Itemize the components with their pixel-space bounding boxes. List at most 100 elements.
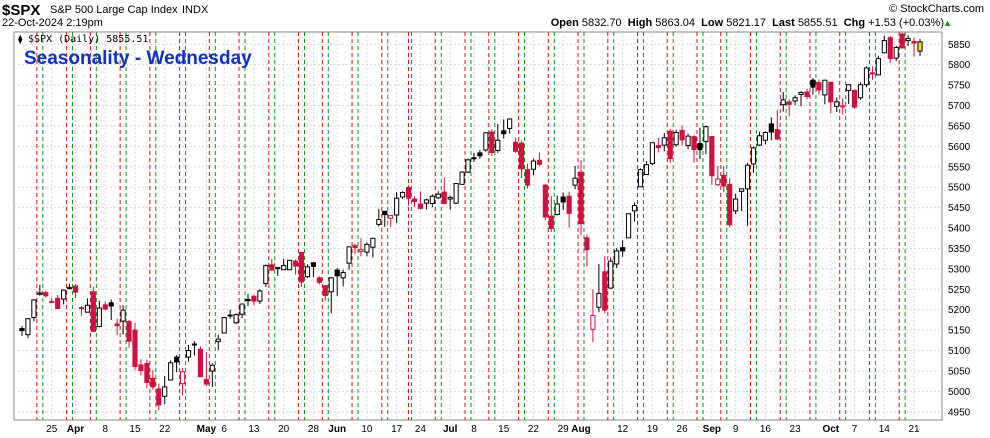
candle: [840, 98, 846, 115]
candle: [911, 37, 917, 57]
candle-body: [614, 250, 620, 265]
candle: [750, 146, 757, 173]
y-tick-label: 5450: [948, 203, 971, 214]
x-tick-label: 25: [46, 424, 58, 435]
candle-body: [25, 318, 31, 336]
candle-body: [727, 183, 733, 226]
candle-body: [257, 290, 263, 302]
candle-body: [310, 262, 316, 267]
candle-body: [72, 285, 79, 293]
candle-body: [37, 292, 43, 295]
candle-body: [287, 259, 293, 271]
candle: [774, 109, 780, 141]
candle: [810, 78, 816, 95]
candle-body: [197, 348, 203, 378]
candle: [292, 259, 299, 275]
candle: [156, 383, 162, 411]
candle-body: [869, 72, 876, 75]
candle-body: [863, 67, 870, 86]
candle: [733, 193, 739, 215]
candle: [441, 177, 447, 205]
x-tick-label: 16: [760, 424, 772, 435]
x-tick-label: 19: [647, 424, 659, 435]
candle: [846, 83, 852, 104]
y-tick-label: 5750: [948, 81, 971, 92]
candle-body: [132, 329, 138, 367]
candle: [744, 162, 751, 226]
x-tick-label: 24: [415, 424, 427, 435]
candle: [352, 243, 358, 255]
candle-body: [852, 89, 858, 108]
candle-body: [376, 218, 382, 225]
x-tick-label: 15: [129, 424, 141, 435]
candle: [400, 191, 406, 200]
x-tick-label: Sep: [703, 424, 721, 435]
x-tick-label: May: [197, 424, 217, 435]
x-tick-label: 8: [102, 424, 108, 435]
datetime-label: 22-Oct-2024 2:19pm: [2, 17, 103, 29]
candle-body: [679, 129, 685, 141]
y-tick-label: 5650: [948, 121, 971, 132]
chart-title: Seasonality - Wednesday: [24, 48, 252, 69]
candle-body: [61, 289, 67, 300]
y-tick-label: 5050: [948, 366, 971, 377]
candle-body: [578, 171, 584, 225]
candle-body: [114, 323, 120, 327]
y-tick-label: 5700: [948, 101, 971, 112]
candle: [61, 289, 67, 305]
candle-body: [733, 198, 739, 212]
candle-body: [394, 197, 400, 216]
candle-body: [804, 91, 810, 98]
candle-body: [744, 164, 751, 190]
candle: [215, 334, 221, 351]
candle-body: [102, 304, 108, 310]
candle: [649, 142, 655, 166]
candle: [233, 313, 239, 325]
exchange-label: INDX: [182, 4, 209, 16]
candle: [887, 36, 893, 64]
y-tick-label: 5400: [948, 224, 971, 235]
candle-body: [917, 41, 923, 52]
candle-body: [483, 132, 489, 151]
candle-body: [459, 171, 465, 185]
candle-body: [709, 136, 715, 177]
y-tick-label: 5500: [948, 183, 971, 194]
candle: [84, 298, 90, 313]
candle-body: [750, 147, 757, 165]
candle-body: [697, 142, 703, 151]
candle: [596, 263, 602, 313]
candle-body: [31, 299, 37, 318]
candle: [566, 191, 572, 228]
candle: [370, 237, 376, 258]
candle: [209, 363, 215, 387]
plot-area: [13, 31, 943, 421]
candle: [530, 158, 537, 176]
candle: [465, 158, 471, 173]
candle: [43, 290, 49, 298]
candle: [881, 35, 887, 54]
y-tick-label: 5800: [948, 60, 971, 71]
x-tick-label: 15: [498, 424, 510, 435]
candle-body: [346, 246, 352, 264]
candle-body: [144, 363, 150, 383]
x-tick-label: 20: [278, 424, 290, 435]
candle: [90, 286, 96, 332]
candle: [221, 316, 227, 334]
candle-body: [411, 198, 418, 202]
candle-body: [66, 287, 73, 290]
candle: [275, 266, 281, 276]
candle-body: [655, 145, 661, 149]
x-tick-label: 8: [471, 424, 477, 435]
candle-body: [721, 174, 727, 187]
candle-layer: [19, 32, 923, 411]
candle: [560, 192, 566, 211]
candle: [287, 259, 293, 271]
candle-body: [774, 129, 780, 140]
candle-body: [703, 126, 709, 142]
candle-body: [649, 142, 655, 165]
candle-body: [263, 265, 269, 285]
candle-body: [108, 302, 114, 307]
candle-body: [423, 199, 429, 204]
candle-body: [620, 247, 626, 252]
x-tick-label: 14: [879, 424, 891, 435]
